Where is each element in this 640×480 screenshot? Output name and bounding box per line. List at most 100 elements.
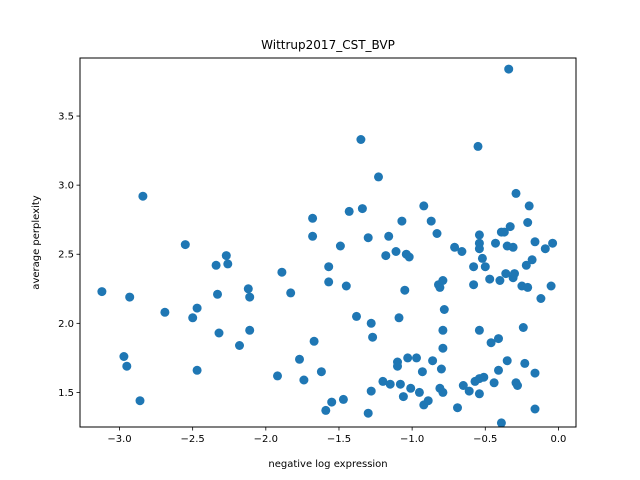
data-point-106: [496, 418, 506, 428]
data-point-63: [414, 387, 424, 397]
data-point-27: [309, 336, 319, 346]
data-point-36: [344, 206, 354, 216]
y-axis: 1.5 2.0 2.5 3.0 3.5: [58, 112, 80, 399]
data-point-61: [406, 383, 416, 393]
data-point-65: [419, 201, 429, 211]
x-tick-label-0: −3.0: [107, 434, 131, 445]
data-point-28: [316, 367, 326, 377]
data-point-62: [412, 353, 421, 363]
y-tick-label-3: 3.0: [58, 181, 74, 192]
data-point-5: [138, 191, 148, 201]
x-tick-label-3: −1.5: [327, 434, 351, 445]
data-point-12: [213, 289, 222, 299]
x-tick-label-4: −1.0: [400, 434, 424, 445]
data-point-0: [97, 287, 107, 297]
data-point-59: [403, 353, 413, 363]
chart-title: Wittrup2017_CST_BVP: [261, 38, 395, 52]
data-point-34: [338, 394, 348, 404]
y-axis-label: average perplexity: [31, 195, 42, 289]
data-point-80: [450, 242, 460, 252]
data-point-83: [458, 381, 468, 390]
data-point-88: [473, 141, 483, 151]
x-tick-label-6: 0.0: [550, 434, 566, 445]
data-point-16: [235, 341, 244, 350]
data-point-55: [397, 216, 407, 226]
x-tick-label-5: −0.5: [473, 434, 497, 445]
data-point-97: [480, 262, 490, 272]
data-point-47: [381, 251, 391, 261]
data-point-57: [400, 285, 410, 295]
data-point-37: [352, 311, 361, 321]
data-point-3: [125, 292, 135, 302]
y-tick-label-0: 1.5: [58, 388, 74, 399]
data-point-110: [502, 356, 512, 366]
data-point-67: [423, 396, 433, 406]
data-point-79: [439, 305, 449, 314]
x-axis: −3.0 −2.5 −2.0 −1.5 −1.0 −0.5 0.0: [107, 427, 566, 445]
data-point-64: [417, 367, 427, 377]
data-point-89: [474, 230, 484, 240]
data-point-46: [378, 376, 388, 386]
x-tick-label-1: −2.5: [181, 434, 205, 445]
data-point-129: [530, 404, 540, 414]
data-point-123: [523, 218, 533, 227]
data-point-99: [486, 338, 496, 348]
data-point-104: [495, 276, 505, 285]
data-point-118: [513, 381, 522, 390]
data-point-126: [527, 255, 537, 265]
data-point-32: [327, 397, 337, 407]
data-point-68: [426, 216, 436, 226]
data-point-108: [501, 269, 511, 279]
data-point-33: [335, 241, 345, 251]
data-point-20: [273, 371, 282, 381]
data-point-76: [438, 387, 448, 397]
data-point-7: [180, 240, 190, 250]
data-point-122: [521, 260, 531, 270]
data-point-21: [277, 267, 287, 277]
data-point-131: [540, 244, 550, 254]
data-point-35: [341, 281, 351, 291]
data-point-44: [366, 386, 376, 396]
y-tick-label-4: 3.5: [58, 112, 74, 123]
data-point-84: [464, 386, 474, 396]
points-layer: [97, 64, 558, 428]
data-point-70: [432, 229, 442, 238]
data-point-95: [477, 253, 487, 263]
data-point-124: [523, 282, 533, 292]
data-point-102: [494, 365, 503, 375]
data-point-11: [211, 260, 221, 270]
data-point-121: [520, 358, 530, 368]
data-point-30: [324, 262, 334, 272]
data-point-74: [436, 364, 446, 374]
data-point-42: [366, 318, 376, 328]
data-point-132: [546, 281, 556, 291]
data-point-98: [485, 274, 495, 284]
data-point-41: [363, 408, 373, 418]
data-point-24: [299, 375, 309, 385]
data-point-40: [363, 233, 373, 243]
x-tick-label-2: −2.0: [254, 434, 278, 445]
data-point-29: [321, 405, 331, 415]
data-point-81: [453, 403, 462, 413]
data-point-112: [505, 222, 515, 232]
data-point-94: [474, 389, 484, 399]
data-point-54: [395, 379, 405, 389]
data-point-120: [518, 323, 528, 332]
data-point-9: [192, 303, 202, 313]
data-point-26: [308, 231, 318, 241]
data-point-128: [530, 368, 540, 378]
data-point-82: [457, 247, 467, 256]
x-axis-label: negative log expression: [268, 459, 387, 470]
data-point-31: [324, 277, 334, 287]
data-point-92: [474, 325, 484, 335]
data-point-19: [245, 325, 255, 335]
data-point-1: [119, 352, 129, 361]
data-point-43: [368, 332, 378, 342]
data-point-38: [356, 135, 366, 144]
data-point-86: [469, 280, 479, 290]
data-point-4: [135, 396, 145, 406]
data-point-10: [192, 365, 202, 375]
data-point-53: [394, 313, 404, 323]
data-point-17: [243, 284, 253, 294]
